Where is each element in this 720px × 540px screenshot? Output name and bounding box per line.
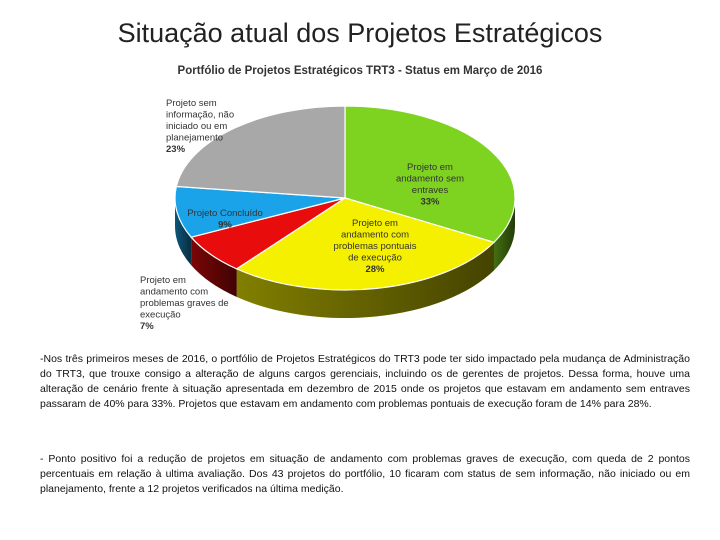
slice-label-line-2-3: execução xyxy=(140,310,181,321)
pie-side-shade-2 xyxy=(191,237,237,297)
slice-label-line-3-0: Projeto Concluído xyxy=(187,208,263,219)
slice-label-line-2-2: problemas graves de xyxy=(140,298,229,309)
analysis-paragraph-2: - Ponto positivo foi a redução de projet… xyxy=(40,453,690,495)
slice-label-line-4-0: Projeto sem xyxy=(166,98,217,109)
chart-title: Portfólio de Projetos Estratégicos TRT3 … xyxy=(178,65,543,77)
slice-label-line-2-1: andamento com xyxy=(140,287,208,298)
slice-label-0: Projeto em andamento sem entraves 33% xyxy=(396,162,464,208)
pie-labels: Projeto em andamento sem entraves 33%Projet… xyxy=(140,98,464,332)
pie-side-shade-3 xyxy=(175,198,192,266)
pie-slice-1 xyxy=(235,197,496,291)
slice-value-1: 28% xyxy=(365,264,385,275)
pie-slices xyxy=(174,105,516,291)
slice-value-4: 23% xyxy=(166,144,186,155)
slice-label-4: Projeto sem informação, não iniciado ou em… xyxy=(166,98,234,155)
slice-label-line-1-3: de execução xyxy=(348,253,402,264)
slice-label-1: Projeto em andamento com problemas pontuai… xyxy=(334,218,417,275)
slice-label-line-4-3: planejamento xyxy=(166,133,223,144)
pie-slice-0 xyxy=(344,105,516,243)
pie-side-shade-1 xyxy=(236,242,494,318)
slide-title: Situação atual dos Projetos Estratégicos xyxy=(117,18,603,48)
slice-value-2: 7% xyxy=(140,321,154,332)
slice-value-3: 9% xyxy=(218,220,232,231)
pie-side-shade-0 xyxy=(493,198,515,271)
slice-label-line-4-1: informação, não xyxy=(166,110,234,121)
pie-slice-4 xyxy=(175,105,346,199)
slice-label-line-0-2: entraves xyxy=(412,185,449,196)
slice-value-0: 33% xyxy=(420,197,440,208)
pie-chart: Portfólio de Projetos Estratégicos TRT3 … xyxy=(130,58,570,343)
slice-label-line-1-1: andamento com xyxy=(341,230,409,241)
pie-chart-svg: Portfólio de Projetos Estratégicos TRT3 … xyxy=(140,65,543,332)
slice-label-line-0-0: Projeto em xyxy=(407,162,453,173)
slice-label-2: Projeto em andamento com problemas graves … xyxy=(140,275,229,332)
slice-label-line-2-0: Projeto em xyxy=(140,275,186,286)
slice-label-line-4-2: iniciado ou em xyxy=(166,121,227,132)
slice-label-line-1-2: problemas pontuais xyxy=(334,241,417,252)
slice-label-line-1-0: Projeto em xyxy=(352,218,398,229)
slice-label-line-0-1: andamento sem xyxy=(396,174,464,185)
slice-label-3: Projeto Concluído 9% xyxy=(187,208,263,231)
pie-slice-3 xyxy=(174,185,346,238)
pie-sides xyxy=(175,198,515,318)
analysis-paragraph-1: -Nos três primeiros meses de 2016, o por… xyxy=(40,353,690,410)
